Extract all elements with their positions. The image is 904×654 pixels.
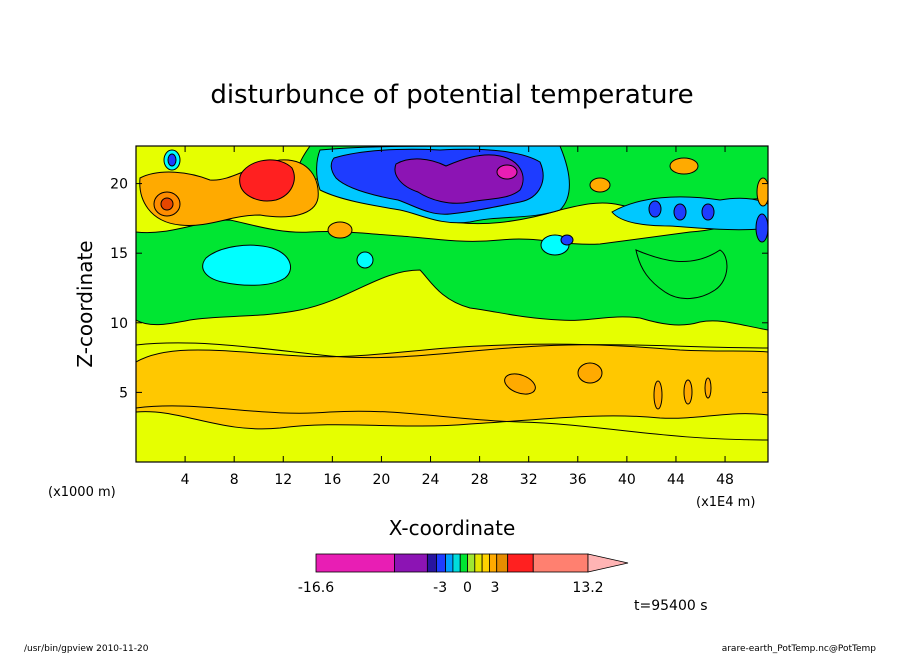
cold-purple-region: [394, 154, 524, 204]
x-tick-label: 32: [520, 472, 538, 488]
colorbar-segment: [474, 553, 483, 573]
colorbar-segment: [445, 553, 454, 573]
cyan-spot-1: [356, 251, 374, 269]
blue-spot-2: [167, 153, 177, 167]
blue-spot-1: [560, 234, 574, 246]
colorbar-segment: [467, 553, 476, 573]
colorbar: [315, 553, 629, 573]
y-axis-label: Z-coordinate: [73, 240, 97, 367]
colorbar-segment: [426, 553, 437, 573]
x-tick-label: 40: [618, 472, 636, 488]
colorbar-tick-label: 0: [463, 580, 472, 596]
colorbar-segment: [489, 553, 498, 573]
orange-spot-4: [504, 373, 536, 395]
colorbar-segment: [507, 553, 534, 573]
lower-warm-band: [136, 343, 768, 430]
magenta-minimum: [496, 164, 518, 180]
contour-line-2: [136, 342, 768, 359]
x-axis: 4 8 12 16 20 24 28 32 36 40 44 48: [181, 146, 734, 488]
colorbar-tick-label: 13.2: [572, 580, 603, 596]
colorbar-segment: [496, 553, 509, 573]
orange-spot-2: [589, 177, 611, 193]
green-right-patch: [635, 249, 728, 299]
x-tick-label: 24: [422, 472, 440, 488]
blue-spot-6: [755, 213, 768, 243]
orange-spot-3: [327, 221, 353, 239]
blue-spot-4: [673, 203, 687, 221]
orange-spot-right: [756, 177, 768, 207]
blue-spot-3: [648, 200, 662, 218]
colorbar-ticks: -16.6 -3 0 3 13.2: [298, 580, 604, 596]
orange-spot-5: [577, 362, 603, 384]
orange-spot-1: [669, 157, 699, 175]
orange-spot-7: [683, 379, 693, 405]
colorbar-extension: [587, 553, 629, 573]
x-tick-label: 36: [569, 472, 587, 488]
x-tick-label: 28: [471, 472, 489, 488]
colorbar-tick-label: -3: [433, 580, 447, 596]
orange-spot-6: [653, 380, 663, 410]
time-label: t=95400 s: [634, 598, 708, 614]
x-tick-label: 44: [667, 472, 685, 488]
red-maximum: [239, 159, 295, 202]
colorbar-segment: [532, 553, 589, 573]
x-tick-label: 20: [373, 472, 391, 488]
colorbar-segment: [459, 553, 468, 573]
x-axis-label: X-coordinate: [389, 516, 516, 540]
plot-area: [136, 146, 768, 462]
y-tick-label: 10: [110, 316, 128, 332]
x-tick-label: 4: [181, 472, 190, 488]
chart-title: disturbunce of potential temperature: [210, 80, 693, 110]
y-unit-label: (x1000 m): [48, 485, 116, 500]
red-spot-left: [160, 197, 174, 211]
y-tick-label: 15: [110, 246, 128, 262]
y-tick-label: 20: [110, 177, 128, 193]
colorbar-tick-label: -16.6: [298, 580, 334, 596]
x-unit-label: (x1E4 m): [696, 495, 755, 510]
x-tick-label: 8: [230, 472, 239, 488]
x-tick-label: 48: [716, 472, 734, 488]
contour-line-1: [136, 405, 768, 441]
orange-spot-8: [704, 377, 712, 399]
blue-spot-5: [701, 203, 715, 221]
colorbar-segment: [436, 553, 447, 573]
plot-frame: [135, 145, 769, 463]
footer-left: /usr/bin/gpview 2010-11-20: [24, 644, 149, 654]
colorbar-segment: [452, 553, 461, 573]
footer-right: arare-earth_PotTemp.nc@PotTemp: [722, 644, 877, 654]
colorbar-segment: [394, 553, 428, 573]
x-tick-label: 12: [274, 472, 292, 488]
y-tick-label: 5: [119, 385, 128, 401]
colorbar-segment: [315, 553, 395, 573]
colorbar-segment: [481, 553, 490, 573]
colorbar-tick-label: 3: [490, 580, 499, 596]
cyan-patch: [202, 244, 292, 286]
y-axis: 5 10 15 20: [110, 177, 768, 401]
x-tick-label: 16: [323, 472, 341, 488]
